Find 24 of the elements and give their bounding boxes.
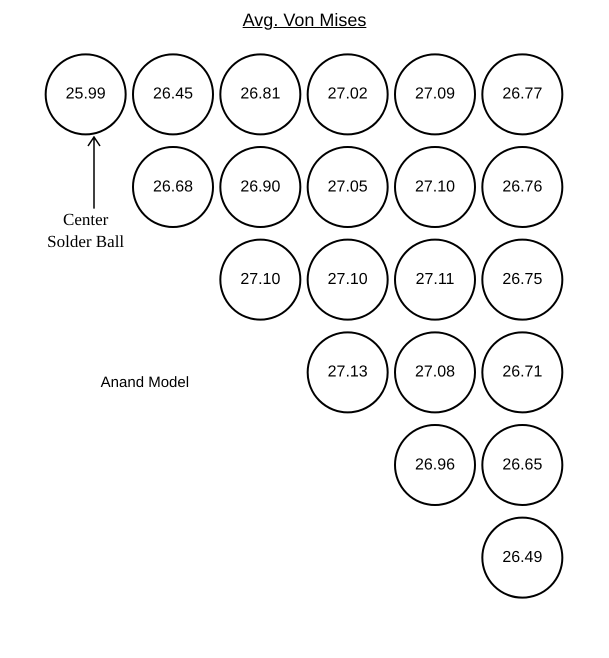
data-label: 26.71 [502,364,542,381]
data-label: 26.49 [502,549,542,566]
data-label: 26.96 [414,456,456,474]
data-label: 27.10 [240,271,280,288]
data-label: 26.75 [502,271,542,288]
data-label: 25.99 [66,86,106,103]
text: Avg. Von Mises [242,10,368,31]
data-label: 27.10 [328,271,368,288]
data-label: 26.45 [152,86,194,103]
data-label: 26.77 [502,86,542,103]
data-label: 27.11 [416,271,455,288]
data-label: 27.09 [414,86,456,103]
data-label: 26.76 [502,178,542,196]
data-label: 26.65 [502,456,542,474]
data-label: 27.08 [414,364,456,381]
data-label: 27.10 [414,178,456,196]
data-label: 26.90 [240,178,280,196]
data-label: 27.02 [328,86,368,103]
text: Anand Model [100,374,190,392]
text: Center Solder Ball [46,209,126,253]
data-label: 27.13 [328,364,368,381]
data-label: 26.81 [240,86,280,103]
data-label: 27.05 [328,178,368,196]
data-label: 26.68 [152,178,194,196]
